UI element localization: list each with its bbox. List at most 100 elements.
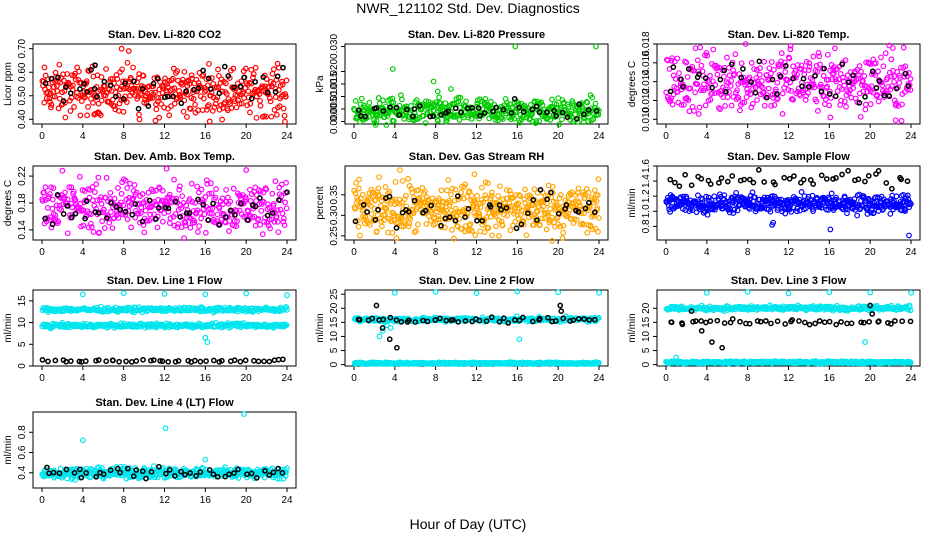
data-point <box>462 214 468 221</box>
data-point <box>851 196 858 202</box>
data-point <box>556 195 563 202</box>
data-point <box>548 214 555 221</box>
data-point <box>151 75 158 82</box>
data-point <box>107 189 114 196</box>
data-points <box>39 165 290 242</box>
data-point <box>280 215 287 222</box>
data-point <box>357 101 364 108</box>
data-point <box>398 215 405 222</box>
data-point <box>786 55 793 62</box>
data-point <box>482 192 489 199</box>
x-tick-label: 24 <box>593 373 605 384</box>
data-point <box>495 193 502 199</box>
data-point <box>274 207 281 214</box>
data-point <box>216 90 223 97</box>
data-point <box>280 105 287 112</box>
data-point <box>266 83 272 90</box>
data-point <box>569 189 576 196</box>
data-point <box>732 51 739 58</box>
data-point <box>83 198 90 204</box>
data-point <box>241 213 247 220</box>
data-point <box>461 228 468 235</box>
data-point <box>131 182 138 188</box>
data-point <box>54 192 61 198</box>
x-tick-label: 4 <box>704 373 710 384</box>
data-point <box>582 195 588 201</box>
data-point <box>45 76 51 83</box>
data-point <box>142 207 149 214</box>
data-point <box>477 228 484 235</box>
data-point <box>47 191 53 197</box>
y-tick-label: 10 <box>329 330 340 342</box>
data-point <box>399 199 406 206</box>
data-point <box>434 88 441 95</box>
data-point <box>820 72 827 79</box>
data-point <box>476 317 483 324</box>
data-point <box>133 358 140 364</box>
data-point <box>280 64 286 71</box>
data-point <box>356 185 362 192</box>
data-point <box>703 193 709 200</box>
data-point <box>372 197 379 203</box>
data-point <box>668 95 675 102</box>
data-point <box>80 222 87 229</box>
data-point <box>90 229 97 235</box>
data-point <box>182 219 189 226</box>
data-point <box>855 72 862 79</box>
data-point <box>511 208 518 215</box>
data-point <box>166 93 173 100</box>
data-point <box>442 100 449 107</box>
data-point <box>821 65 827 72</box>
data-point <box>563 202 570 208</box>
y-tick-label: 5 <box>329 347 340 353</box>
data-point <box>592 100 599 107</box>
data-point <box>886 42 893 49</box>
data-point <box>387 104 393 111</box>
data-point <box>573 216 580 223</box>
data-point <box>227 198 234 205</box>
data-point <box>511 317 518 323</box>
data-point <box>352 97 359 104</box>
data-point <box>245 94 252 101</box>
data-point <box>769 221 776 228</box>
data-point <box>382 211 388 218</box>
data-point <box>181 235 188 242</box>
data-point <box>92 62 98 69</box>
data-point <box>814 108 821 114</box>
x-tick-label: 20 <box>553 131 565 142</box>
data-point <box>244 217 251 223</box>
data-point <box>162 75 168 82</box>
data-point <box>908 289 914 296</box>
data-point <box>276 197 282 203</box>
page-title: NWR_121102 Std. Dev. Diagnostics <box>356 0 580 16</box>
data-point <box>516 192 523 198</box>
x-tick-label: 4 <box>392 131 398 142</box>
data-point <box>241 95 247 101</box>
data-point <box>724 94 731 101</box>
data-point <box>692 89 699 96</box>
x-tick-label: 8 <box>433 247 439 258</box>
data-point <box>244 102 251 109</box>
data-point <box>47 104 54 111</box>
data-point <box>72 210 79 217</box>
data-point <box>468 192 475 199</box>
data-point <box>387 314 394 321</box>
data-point <box>238 78 245 85</box>
data-point <box>204 180 211 187</box>
data-point <box>473 290 480 296</box>
data-point <box>51 84 57 90</box>
data-point <box>124 185 131 191</box>
data-point <box>93 181 100 188</box>
data-point <box>279 210 286 217</box>
data-point <box>840 74 846 81</box>
data-point <box>428 209 435 216</box>
data-point <box>458 189 465 196</box>
data-point <box>381 114 388 121</box>
data-point <box>205 102 212 108</box>
data-point <box>437 315 443 322</box>
data-point <box>215 66 221 73</box>
data-point <box>386 193 393 200</box>
x-tick-label: 12 <box>783 373 795 384</box>
data-point <box>129 211 136 218</box>
data-point <box>786 175 793 182</box>
